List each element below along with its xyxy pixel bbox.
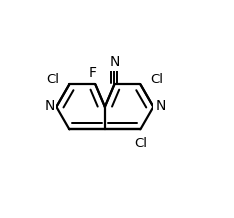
Text: F: F xyxy=(89,66,97,80)
Text: N: N xyxy=(155,99,165,113)
Text: Cl: Cl xyxy=(47,73,60,87)
Text: Cl: Cl xyxy=(150,73,163,87)
Text: Cl: Cl xyxy=(134,137,147,150)
Text: N: N xyxy=(109,55,120,70)
Text: N: N xyxy=(44,99,55,113)
